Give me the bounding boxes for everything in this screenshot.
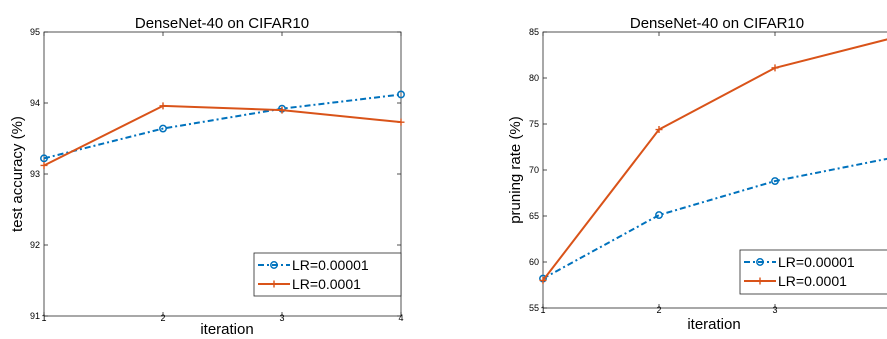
y-tick-label: 60 xyxy=(529,257,539,267)
data-point-plus xyxy=(40,161,48,169)
data-point-plus xyxy=(539,276,547,284)
legend-label-1: LR=0.00001 xyxy=(292,257,369,273)
legend-label-2: LR=0.0001 xyxy=(778,273,847,289)
x-tick-label: 4 xyxy=(398,313,403,323)
series-line-2 xyxy=(43,104,402,167)
y-tick-label: 95 xyxy=(30,27,40,37)
legend-label-2: LR=0.0001 xyxy=(292,276,361,292)
data-point-circle xyxy=(771,177,779,185)
data-point-plus xyxy=(655,126,663,134)
y-axis-label: test accuracy (%) xyxy=(9,116,26,232)
x-tick-label: 1 xyxy=(41,313,46,323)
series-line-1 xyxy=(542,157,887,280)
data-point-circle xyxy=(655,211,663,220)
x-axis-label: iteration xyxy=(687,316,740,333)
y-tick-label: 80 xyxy=(529,73,539,83)
x-axis-label: iteration xyxy=(200,321,253,338)
data-point-circle xyxy=(159,124,167,133)
y-axis-label: pruning rate (%) xyxy=(507,116,524,224)
data-point-plus xyxy=(278,106,286,114)
data-point-plus xyxy=(771,64,779,72)
series-line-1 xyxy=(43,93,402,160)
series-line-2 xyxy=(542,38,887,282)
x-tick-label: 3 xyxy=(772,305,777,315)
legend-marker-circle xyxy=(270,261,278,269)
y-tick-label: 91 xyxy=(30,311,40,321)
data-point-circle xyxy=(40,154,48,163)
chart-1: DenseNet-40 on CIFAR10 iteration test accu… xyxy=(9,15,405,338)
x-tick-label: 2 xyxy=(656,305,661,315)
data-point-plus xyxy=(397,118,405,126)
data-point-plus xyxy=(159,102,167,110)
y-tick-label: 70 xyxy=(529,165,539,175)
x-tick-label: 2 xyxy=(160,313,165,323)
legend-marker-plus xyxy=(270,280,278,288)
x-tick-label: 3 xyxy=(279,313,284,323)
legend-marker-plus xyxy=(756,277,764,285)
y-tick-label: 92 xyxy=(30,240,40,250)
legend-box xyxy=(739,249,887,295)
y-tick-label: 65 xyxy=(529,211,539,221)
y-tick-label: 75 xyxy=(529,119,539,129)
y-tick-label: 93 xyxy=(30,169,40,179)
x-tick-label: 1 xyxy=(540,305,545,315)
y-tick-label: 85 xyxy=(529,27,539,37)
chart-title: DenseNet-40 on CIFAR10 xyxy=(135,15,309,32)
data-point-circle xyxy=(397,90,405,99)
legend-box xyxy=(253,252,402,297)
chart-title: DenseNet-40 on CIFAR10 xyxy=(630,15,804,32)
legend-label-1: LR=0.00001 xyxy=(778,254,855,270)
y-tick-label: 94 xyxy=(30,98,40,108)
y-tick-label: 55 xyxy=(529,303,539,313)
legend-marker-circle xyxy=(756,258,764,266)
chart-2: DenseNet-40 on CIFAR10 iteration pruning r… xyxy=(507,15,887,333)
